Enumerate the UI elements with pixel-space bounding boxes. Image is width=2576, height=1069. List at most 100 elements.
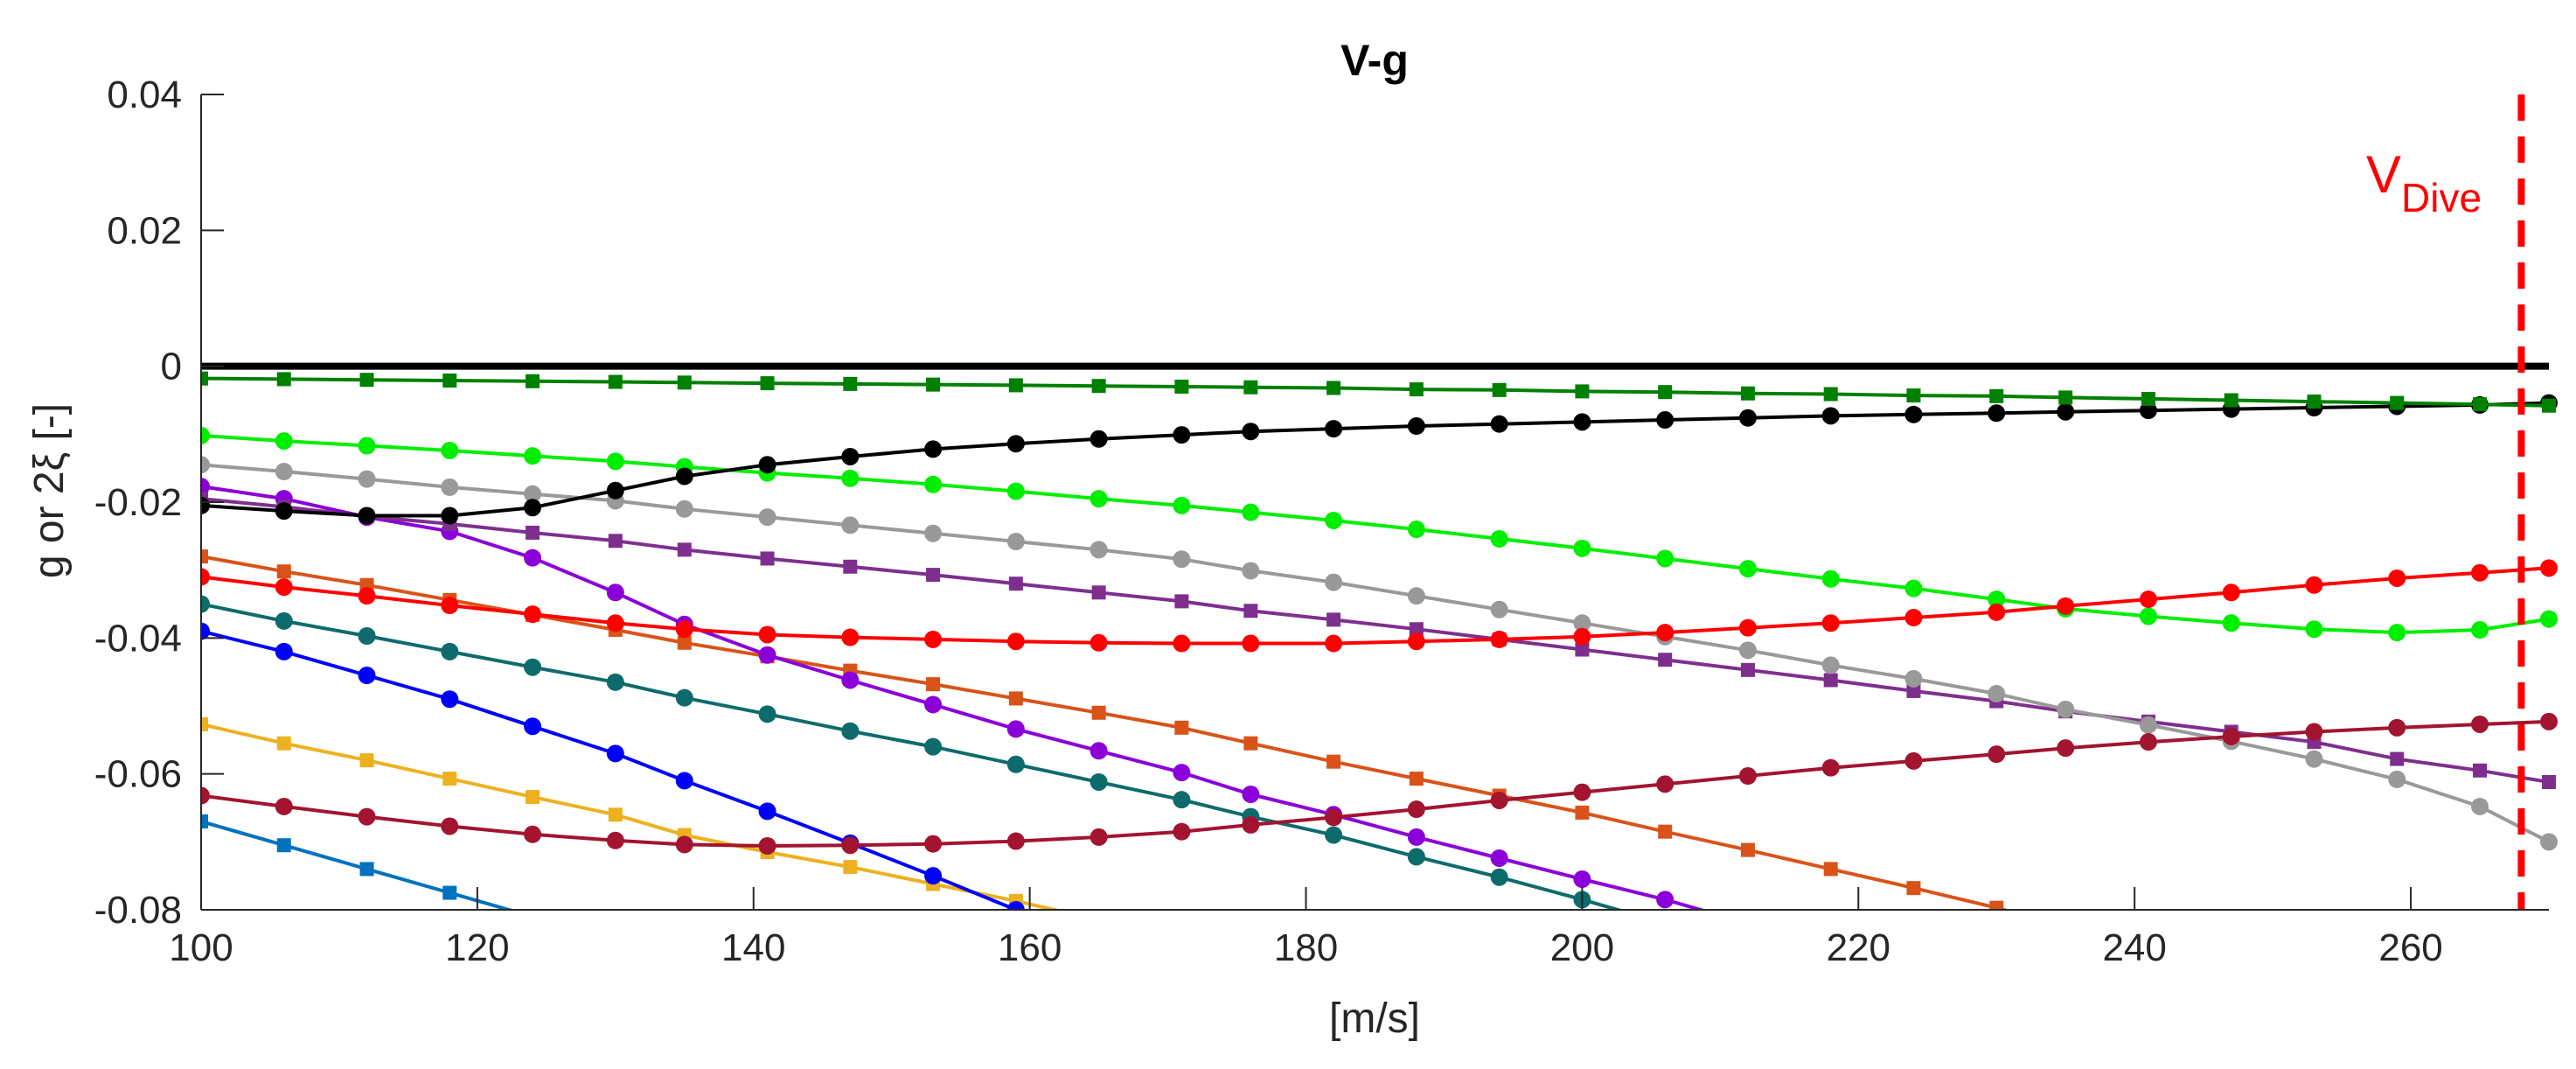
data-point <box>1242 785 1260 803</box>
data-point <box>1006 482 1025 500</box>
data-point <box>524 658 542 676</box>
data-point <box>606 614 624 632</box>
y-axis-label: g or 2ξ [-] <box>26 403 73 578</box>
data-point <box>675 500 693 518</box>
data-point <box>924 630 943 648</box>
data-point <box>843 860 858 875</box>
data-point <box>1490 600 1508 618</box>
data-point <box>1173 550 1191 569</box>
data-point <box>2057 700 2075 718</box>
data-point <box>2058 919 2072 933</box>
data-point <box>1006 832 1025 850</box>
data-point <box>1658 385 1673 400</box>
data-point <box>1243 380 1258 395</box>
data-point <box>201 478 210 496</box>
data-point <box>1326 754 1341 769</box>
data-point <box>201 622 210 640</box>
data-point <box>758 705 776 723</box>
data-point <box>1656 775 1674 793</box>
data-point <box>1090 541 1108 559</box>
data-point <box>1173 822 1191 841</box>
data-point <box>1174 594 1189 609</box>
x-tick-label: 180 <box>1274 926 1338 969</box>
data-point <box>1738 560 1757 578</box>
data-point <box>1575 384 1590 399</box>
data-point <box>1906 388 1921 403</box>
data-point <box>1656 549 1674 568</box>
data-point <box>1904 751 1923 770</box>
data-point <box>275 432 293 451</box>
data-point <box>2222 727 2240 745</box>
data-point <box>1658 653 1673 667</box>
data-point <box>1407 521 1425 539</box>
data-point <box>2222 614 2240 632</box>
vdive-label-main: V <box>2366 145 2401 204</box>
data-point <box>2307 395 2322 409</box>
data-point <box>1006 901 1025 910</box>
data-point <box>359 862 374 877</box>
data-point <box>201 595 210 613</box>
data-point <box>1090 633 1108 652</box>
data-point <box>843 376 858 391</box>
data-point <box>526 525 540 540</box>
data-point <box>924 835 943 853</box>
data-point <box>276 372 291 387</box>
data-point <box>1242 815 1260 834</box>
data-point <box>1490 529 1508 548</box>
data-point <box>841 722 860 740</box>
data-point <box>758 836 776 855</box>
data-point <box>1656 411 1674 430</box>
data-point <box>758 625 776 644</box>
series-mode-10 <box>201 559 2558 653</box>
series-line <box>201 433 2550 635</box>
data-point <box>526 374 540 388</box>
data-point <box>524 447 542 465</box>
data-point <box>606 583 624 602</box>
data-point <box>1091 585 1106 600</box>
data-point <box>1656 891 1674 909</box>
data-point <box>359 373 374 388</box>
data-point <box>441 597 459 615</box>
series-line <box>201 485 1708 910</box>
data-point <box>2222 583 2240 602</box>
x-tick-label: 100 <box>169 926 233 969</box>
data-point <box>2057 597 2075 615</box>
series-line <box>201 723 1062 910</box>
data-point <box>358 437 376 455</box>
data-point <box>677 635 692 650</box>
data-point <box>1242 562 1260 580</box>
data-point <box>1906 683 1921 698</box>
data-point <box>1738 766 1757 785</box>
data-point <box>1091 705 1106 720</box>
data-point <box>609 933 623 947</box>
data-point <box>1242 423 1260 441</box>
data-point <box>1006 435 1025 453</box>
data-point <box>926 568 941 583</box>
data-point <box>201 716 208 731</box>
data-point <box>1173 764 1191 782</box>
data-point <box>758 802 776 821</box>
axes-layer: 100 120 140 160 180 200 220 240 260 0.04 0.02 0 -0.0… <box>94 73 2549 969</box>
vdive-label-sub: Dive <box>2401 175 2482 220</box>
data-point <box>201 814 208 829</box>
data-point <box>2540 610 2558 628</box>
data-point <box>1325 420 1343 438</box>
data-point <box>524 548 542 567</box>
data-point <box>275 578 293 597</box>
data-point <box>201 786 210 805</box>
data-point <box>441 690 459 709</box>
data-point <box>2471 715 2489 733</box>
data-point <box>1409 382 1424 397</box>
data-point <box>2305 750 2323 768</box>
data-point <box>276 736 291 751</box>
data-point <box>1740 662 1755 677</box>
data-point <box>1092 913 1106 927</box>
y-tick-label: -0.04 <box>94 617 182 660</box>
data-point <box>1173 426 1191 444</box>
data-point <box>201 371 208 386</box>
data-point <box>201 426 210 444</box>
data-point <box>1325 634 1343 653</box>
data-point <box>1407 417 1425 436</box>
data-point <box>1174 379 1189 394</box>
data-point <box>608 374 623 389</box>
